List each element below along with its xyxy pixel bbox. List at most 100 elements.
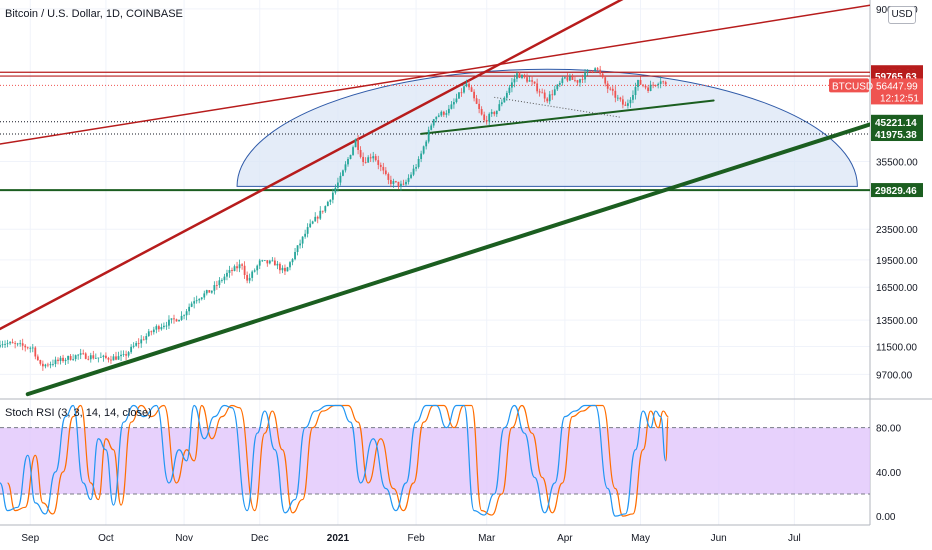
candle-body xyxy=(215,285,218,286)
candle xyxy=(387,172,390,185)
candle-body xyxy=(654,85,657,86)
candle xyxy=(455,93,458,104)
candle-body xyxy=(566,77,569,81)
candle xyxy=(221,278,223,283)
candle-body xyxy=(36,356,39,361)
candle-body xyxy=(611,88,614,91)
candle xyxy=(41,360,44,371)
candle-body xyxy=(576,80,579,83)
candle xyxy=(553,85,556,96)
candle xyxy=(538,88,541,97)
candle xyxy=(304,229,307,239)
candle xyxy=(321,210,324,214)
candle xyxy=(130,344,133,354)
candle-body xyxy=(246,274,249,281)
candle-body xyxy=(208,290,211,293)
candle-body xyxy=(367,157,370,163)
candle-body xyxy=(326,201,329,207)
candle-body xyxy=(339,175,342,183)
candle xyxy=(117,351,120,360)
candle-body xyxy=(508,87,511,93)
candle-body xyxy=(26,347,29,349)
candle xyxy=(480,106,483,116)
candle xyxy=(152,326,155,335)
currency-button[interactable]: USD xyxy=(888,6,916,24)
candle-body xyxy=(92,355,95,359)
price-tick-label: 16500.00 xyxy=(876,283,918,294)
candle xyxy=(659,76,662,89)
candle xyxy=(208,290,211,293)
candle xyxy=(614,86,617,103)
candle xyxy=(64,357,67,365)
candle-body xyxy=(190,303,193,307)
candle xyxy=(74,354,77,362)
candle xyxy=(432,118,435,128)
candle-body xyxy=(662,81,665,83)
candle-body xyxy=(453,102,455,105)
candle-body xyxy=(498,104,501,111)
candle xyxy=(599,65,602,78)
candle-body xyxy=(526,77,528,82)
candle xyxy=(657,82,660,89)
candle-body xyxy=(185,311,188,316)
level-tag-label: 41975.38 xyxy=(875,130,917,141)
candle xyxy=(377,155,380,170)
candle xyxy=(604,75,607,87)
candle-body xyxy=(493,111,496,115)
candle-body xyxy=(261,260,264,262)
candle xyxy=(178,319,180,322)
candle xyxy=(72,354,75,361)
candle xyxy=(566,73,569,83)
candle-body xyxy=(644,85,647,88)
candle xyxy=(453,98,455,109)
candle-body xyxy=(402,183,405,185)
rsi-axis: 80.00 40.00 0.00 xyxy=(876,424,901,523)
candle-body xyxy=(1,344,4,346)
candle xyxy=(367,155,370,163)
candle-body xyxy=(357,139,359,150)
candle-body xyxy=(478,103,481,110)
candle xyxy=(561,76,564,86)
candle xyxy=(57,357,59,365)
candle xyxy=(425,139,428,150)
rsi-tick-label: 40.00 xyxy=(876,468,901,479)
candle-body xyxy=(579,79,581,83)
candle-body xyxy=(231,270,233,271)
candle xyxy=(500,99,503,107)
candle-body xyxy=(344,164,347,171)
candle-body xyxy=(432,119,435,126)
candle xyxy=(410,172,412,180)
candle xyxy=(279,262,281,274)
candle xyxy=(503,96,506,103)
candle-body xyxy=(556,84,559,90)
candle xyxy=(296,245,299,256)
candle xyxy=(47,362,49,368)
candle-body xyxy=(447,108,450,114)
candle xyxy=(337,177,339,192)
candle-body xyxy=(210,290,213,293)
symbol-tag: BTCUSD xyxy=(829,78,873,93)
candle-body xyxy=(137,343,140,344)
candle-body xyxy=(589,70,591,72)
candle xyxy=(52,359,54,367)
candle-body xyxy=(117,356,120,360)
candle xyxy=(195,295,198,304)
candle-body xyxy=(89,355,92,360)
candle xyxy=(198,298,201,304)
candle xyxy=(243,261,246,279)
candle-body xyxy=(82,353,85,355)
candle xyxy=(639,76,642,86)
candle xyxy=(505,90,508,101)
candle xyxy=(342,169,344,177)
candle xyxy=(21,338,24,351)
candle xyxy=(84,352,87,360)
candle-body xyxy=(639,79,642,85)
trend-line xyxy=(25,122,870,397)
candle-body xyxy=(412,168,415,175)
candle xyxy=(268,259,271,265)
indicator-title: Stoch RSI (3, 3, 14, 14, close) xyxy=(5,407,152,419)
candle xyxy=(105,352,107,360)
candle-body xyxy=(306,227,309,234)
candle-body xyxy=(11,342,14,344)
